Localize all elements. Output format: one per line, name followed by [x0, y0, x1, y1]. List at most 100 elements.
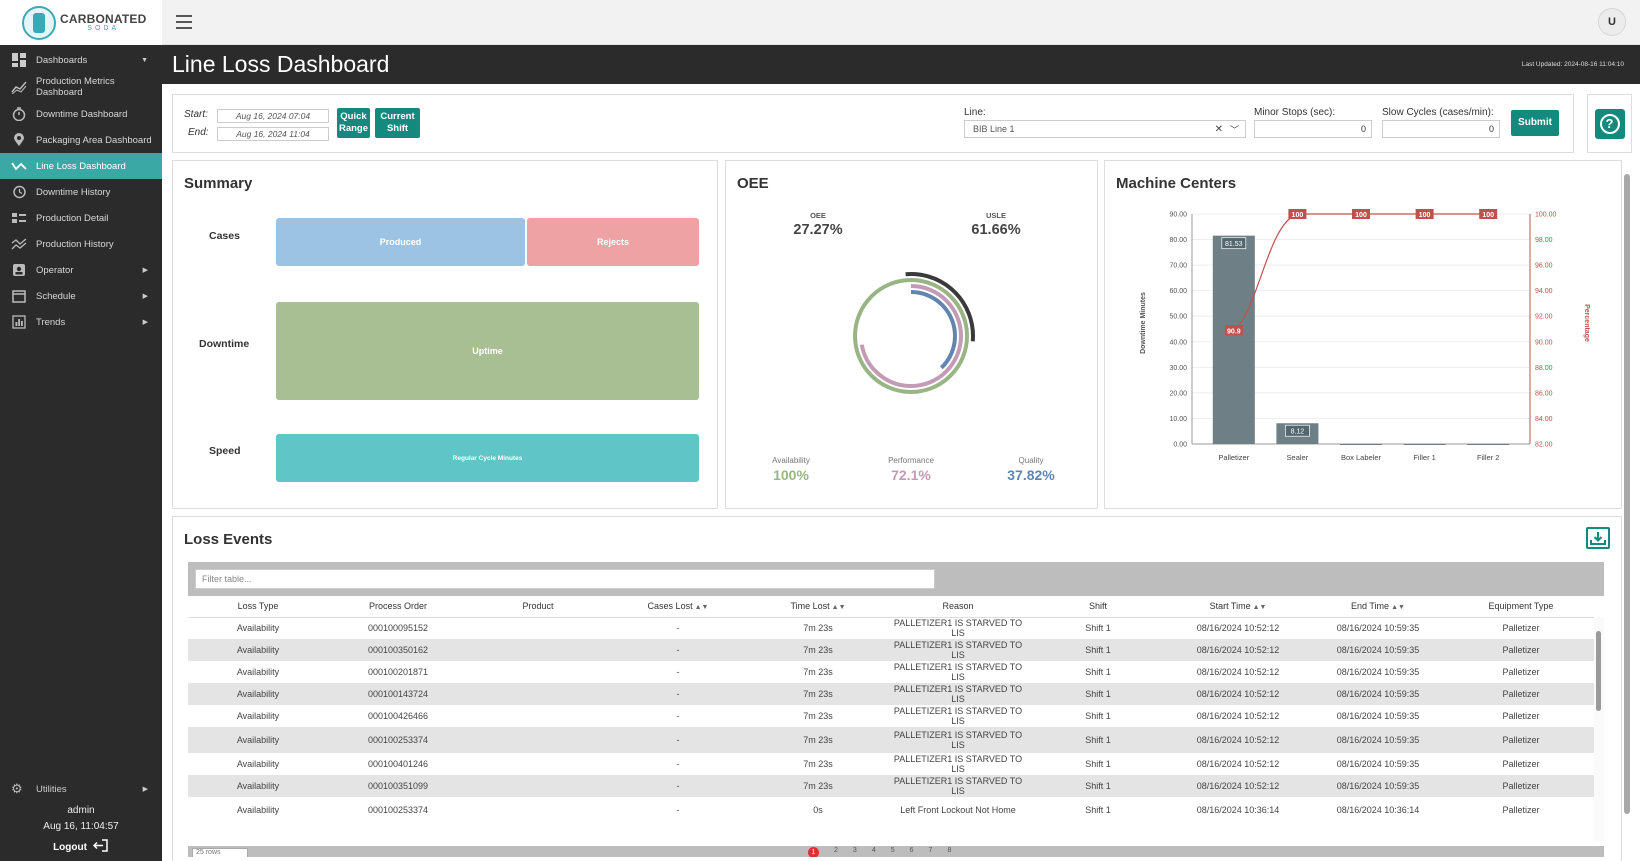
sidebar-item-dashboards[interactable]: Dashboards ▼ — [0, 47, 162, 73]
line-data-label: 100 — [1355, 212, 1367, 219]
sort-icon[interactable]: ▲▼ — [1252, 604, 1267, 612]
last-updated: Last Updated: 2024-08-16 11:04:10 — [1521, 61, 1624, 68]
line-label-box — [1352, 209, 1370, 219]
table-row[interactable]: Availability 000100095152 - 7m 23s PALLETIZE… — [188, 617, 1594, 639]
sidebar-item-downtime-history[interactable]: Downtime History — [0, 179, 162, 205]
table-cell: PALLETIZER1 IS STARVED TO LIS — [893, 706, 1023, 726]
table-header-row: Loss Type Process Order Product Cases Lo… — [188, 596, 1594, 618]
trend-chart-icon — [11, 80, 27, 94]
page-size-select[interactable]: 25 rows — [192, 848, 248, 857]
sidebar-item-operator[interactable]: Operator ▶ — [0, 257, 162, 283]
table-row[interactable]: Availability 000100143724 -7m 23s PALLETIZE… — [188, 683, 1594, 705]
produced-bar[interactable]: Produced — [276, 218, 525, 266]
logout-button[interactable]: Logout — [0, 833, 162, 861]
table-filter-input[interactable]: Filter table... — [195, 569, 935, 589]
column-header[interactable]: Shift — [1028, 596, 1168, 618]
sidebar-item-production-history[interactable]: Production History — [0, 231, 162, 257]
table-row[interactable]: Availability 000100253374 - 0s Left Front Lo… — [188, 797, 1594, 823]
hamburger-menu-icon[interactable] — [176, 15, 192, 29]
x-tick-label: Filler 2 — [1477, 453, 1500, 462]
sidebar-item-line-loss[interactable]: Line Loss Dashboard — [0, 153, 162, 179]
clear-icon[interactable]: ✕ — [1214, 123, 1223, 135]
regular-cycle-bar[interactable]: Regular Cycle Minutes — [276, 434, 699, 482]
column-header[interactable]: Start Time ▲▼ — [1168, 596, 1308, 618]
sort-icon[interactable]: ▲▼ — [694, 604, 709, 612]
page-button[interactable]: 6 — [909, 847, 914, 854]
brand-logo[interactable]: CARBONATED SODA — [0, 0, 162, 45]
help-button[interactable]: ? — [1594, 108, 1625, 139]
column-header[interactable]: Equipment Type — [1448, 596, 1594, 618]
usle-ring[interactable] — [844, 269, 978, 403]
sidebar-item-production-metrics[interactable]: Production Metrics Dashboard — [0, 73, 162, 101]
table-cell: Availability — [236, 805, 280, 815]
column-header[interactable]: Reason — [888, 596, 1028, 618]
sidebar-item-schedule[interactable]: Schedule ▶ — [0, 283, 162, 309]
minor-stops-input[interactable]: 0 — [1254, 120, 1372, 138]
bar-data-label: 81.53 — [1225, 241, 1243, 248]
minor-stops-label: Minor Stops (sec): — [1254, 107, 1336, 118]
page-button[interactable]: 3 — [852, 847, 857, 854]
table-row[interactable]: Availability 000100351099 -7m 23s PALLETIZE… — [188, 775, 1594, 797]
sidebar-item-downtime-dashboard[interactable]: Downtime Dashboard — [0, 101, 162, 127]
table-cell: 7m 23s — [803, 667, 833, 677]
bar[interactable] — [1403, 444, 1446, 445]
current-shift-button[interactable]: Current Shift — [375, 108, 420, 138]
dashboard-grid-icon — [11, 53, 27, 67]
submit-button[interactable]: Submit — [1511, 110, 1559, 136]
column-header[interactable]: Time Lost ▲▼ — [748, 596, 888, 618]
sort-icon[interactable]: ▲▼ — [831, 604, 846, 612]
sidebar-item-utilities[interactable]: ⚙ Utilities ▶ — [0, 777, 162, 801]
chevron-down-icon[interactable]: ﹀ — [1229, 124, 1239, 135]
calendar-icon — [11, 289, 27, 303]
pareto-line[interactable] — [1233, 213, 1489, 331]
table-cell: 08/16/2024 10:52:12 — [1196, 711, 1280, 721]
column-header[interactable]: Product — [468, 596, 608, 618]
user-avatar[interactable]: U — [1598, 8, 1626, 36]
page-button[interactable]: 4 — [871, 847, 876, 854]
sidebar-item-production-detail[interactable]: Production Detail — [0, 205, 162, 231]
bar[interactable] — [1340, 444, 1382, 445]
table-row[interactable]: Availability 000100253374 -7m 23s PALLETIZE… — [188, 727, 1594, 753]
availability-ring[interactable] — [853, 278, 969, 394]
page-button[interactable]: 1 — [808, 847, 819, 857]
end-date-input[interactable]: Aug 16, 2024 11:04 — [217, 127, 329, 141]
column-header[interactable]: Loss Type — [188, 596, 328, 618]
table-row[interactable]: Availability 000100201871 - 7m 23s PALLETIZE… — [188, 661, 1594, 683]
machine-centers-title: Machine Centers — [1116, 175, 1237, 192]
page-scrollbar[interactable] — [1623, 162, 1631, 818]
table-cell: 000100253374 — [328, 727, 468, 753]
oee-panel: OEE OEE 27.27% USLE 61.66% Availability … — [725, 160, 1098, 509]
table-cell: Availability — [236, 711, 280, 721]
table-scrollbar[interactable] — [1594, 617, 1604, 841]
page-button[interactable]: 5 — [890, 847, 895, 854]
column-header[interactable]: Process Order — [328, 596, 468, 618]
page-button[interactable]: 8 — [947, 847, 952, 854]
sort-icon[interactable]: ▲▼ — [1391, 604, 1405, 612]
bar[interactable] — [1212, 235, 1255, 444]
quality-ring[interactable] — [865, 290, 957, 382]
column-header-label: End Time — [1351, 601, 1390, 612]
page-button[interactable]: 7 — [928, 847, 933, 854]
table-cell — [468, 727, 608, 753]
table-row[interactable]: Availability 000100426466 - 7m 23s PALLETIZE… — [188, 705, 1594, 727]
column-header[interactable]: End Time ▲▼ — [1308, 596, 1448, 618]
table-scroll-thumb[interactable] — [1596, 631, 1601, 711]
slow-cycles-input[interactable]: 0 — [1382, 120, 1500, 138]
page-button[interactable]: 2 — [834, 847, 838, 854]
page-scroll-thumb[interactable] — [1624, 174, 1630, 814]
table-cell: - — [676, 711, 680, 721]
download-export-icon[interactable] — [1586, 527, 1610, 549]
line-select[interactable]: BIB Line 1 ✕ ﹀ — [964, 120, 1246, 138]
table-row[interactable]: Availability 000100401246 - 7m 23s PALLETIZE… — [188, 753, 1594, 775]
y-axis-title: Downtime Minutes — [1140, 292, 1147, 354]
quick-range-button[interactable]: Quick Range — [337, 108, 370, 138]
start-date-input[interactable]: Aug 16, 2024 07:04 — [217, 109, 329, 123]
sidebar-item-trends[interactable]: Trends ▶ — [0, 309, 162, 335]
uptime-bar[interactable]: Uptime — [276, 302, 699, 400]
table-row[interactable]: Availability 000100350162 -7m 23s PALLETIZE… — [188, 639, 1594, 661]
sidebar-item-packaging-area[interactable]: Packaging Area Dashboard — [0, 127, 162, 153]
bar[interactable] — [1467, 444, 1510, 445]
performance-ring[interactable] — [859, 284, 963, 388]
column-header[interactable]: Cases Lost ▲▼ — [608, 596, 748, 618]
rejects-bar[interactable]: Rejects — [527, 218, 699, 266]
